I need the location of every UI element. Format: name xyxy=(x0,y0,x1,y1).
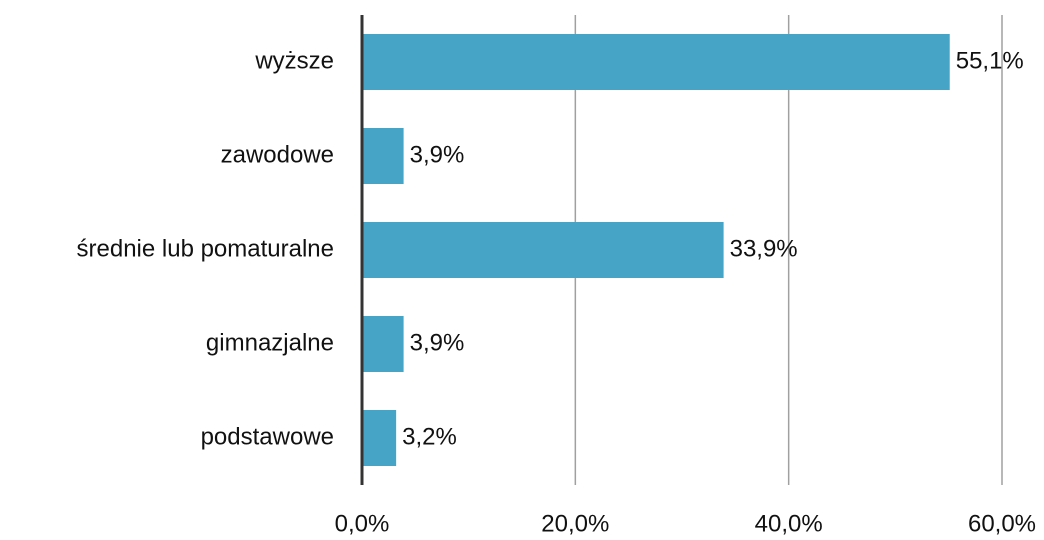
y-tick-label: średnie lub pomaturalne xyxy=(77,235,335,262)
y-tick-label: gimnazjalne xyxy=(206,329,334,356)
x-tick-label: 0,0% xyxy=(335,510,390,537)
bar xyxy=(362,316,404,372)
x-tick-label: 40,0% xyxy=(755,510,823,537)
bar xyxy=(362,34,950,90)
y-tick-label: zawodowe xyxy=(221,141,334,168)
bar xyxy=(362,222,724,278)
value-label: 3,9% xyxy=(410,141,465,168)
value-label: 3,9% xyxy=(410,329,465,356)
value-label: 3,2% xyxy=(402,423,457,450)
bar xyxy=(362,410,397,466)
value-label: 33,9% xyxy=(730,235,798,262)
x-tick-label: 60,0% xyxy=(968,510,1036,537)
bar xyxy=(362,128,404,184)
y-tick-label: wyższe xyxy=(254,47,334,74)
y-tick-label: podstawowe xyxy=(201,423,334,450)
value-label: 55,1% xyxy=(956,47,1024,74)
x-tick-label: 20,0% xyxy=(541,510,609,537)
